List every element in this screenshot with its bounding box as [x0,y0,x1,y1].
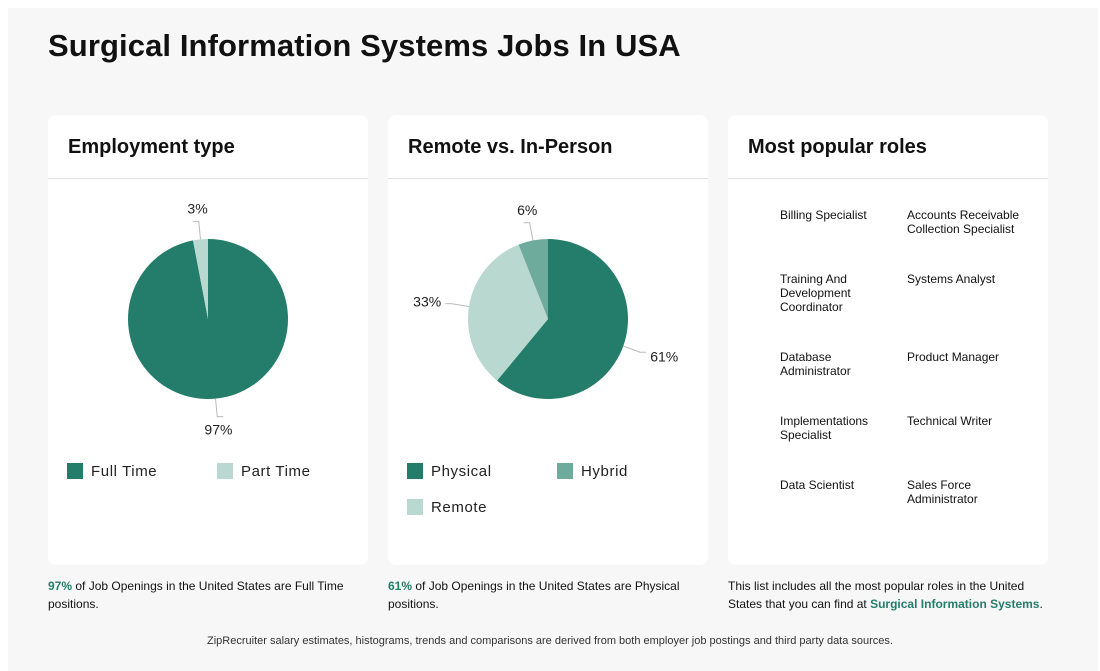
employment-type-card: Employment type 97% 3% Full Time Part Time [48,115,368,565]
legend-item-physical: Physical [407,462,492,480]
role-item[interactable]: Data Scientist [780,478,855,492]
pie-label-leader [192,220,201,240]
legend-label: Physical [431,462,492,480]
employment-type-title: Employment type [68,136,235,158]
caption-text: of Job Openings in the United States are… [48,579,344,611]
page-title: Surgical Information Systems Jobs In USA [48,28,681,63]
legend-item-hybrid: Hybrid [557,462,628,480]
pie-data-label-part-time: 3% [187,200,207,216]
most-popular-roles-title: Most popular roles [748,136,927,158]
most-popular-roles-card: Most popular roles Billing Specialist Ac… [728,115,1048,565]
role-item[interactable]: Implementations Specialist [780,414,869,442]
legend-item-remote: Remote [407,498,487,516]
pie-data-label-remote: 33% [413,294,441,310]
most-popular-roles-caption: This list includes all the most popular … [728,577,1048,613]
pie-data-label-physical: 61% [650,349,678,365]
legend-swatch [407,499,423,515]
caption-text: This list includes all the most popular … [728,579,1025,611]
employment-type-caption: 97% of Job Openings in the United States… [48,577,368,613]
pie-label-leader [215,398,224,418]
role-item[interactable]: Systems Analyst [907,272,996,286]
employment-type-pie-chart: 97% 3% [128,200,288,438]
company-link[interactable]: Surgical Information Systems [870,597,1040,611]
pie-slice-hybrid [518,239,548,319]
remote-vs-in-person-title: Remote vs. In-Person [408,136,613,158]
caption-percent: 97% [48,579,73,593]
remote-vs-in-person-pie-chart: 61% 33% 6% [413,202,678,399]
legend-item-full-time: Full Time [67,462,157,480]
caption-text: . [1039,597,1043,611]
pie-label-leader [623,345,647,353]
card-divider [728,178,1048,179]
role-item[interactable]: Billing Specialist [780,208,867,222]
legend-label: Full Time [91,462,158,480]
role-item[interactable]: Product Manager [907,350,1000,364]
pie-label-leader [523,222,534,241]
pie-label-leader [445,303,470,307]
role-item[interactable]: Sales Force Administrator [907,478,978,506]
pie-data-label-hybrid: 6% [517,202,537,218]
role-item[interactable]: Training And Development Coordinator [780,272,851,314]
role-item[interactable]: Technical Writer [907,414,993,428]
caption-text: of Job Openings in the United States are… [388,579,680,611]
legend-label: Part Time [241,462,311,480]
card-divider [48,178,368,179]
role-item[interactable]: Database Administrator [780,350,851,378]
caption-percent: 61% [388,579,413,593]
role-item[interactable]: Accounts Receivable Collection Specialis… [907,208,1020,236]
pie-data-label-full-time: 97% [204,422,232,438]
card-divider [388,178,708,179]
pie-slice-part-time [193,239,208,319]
legend-label: Hybrid [581,462,628,480]
legend-swatch [407,463,423,479]
legend-item-part-time: Part Time [217,462,311,480]
remote-vs-in-person-card: Remote vs. In-Person 61% 33% 6% Physical Hy… [388,115,708,565]
footer-note: ZipRecruiter salary estimates, histogram… [207,635,893,647]
pie-slice-physical [497,239,628,399]
legend-swatch [217,463,233,479]
remote-vs-in-person-caption: 61% of Job Openings in the United States… [388,577,708,613]
legend-swatch [67,463,83,479]
pie-slice-remote [468,244,548,381]
legend-swatch [557,463,573,479]
legend-label: Remote [431,498,488,516]
